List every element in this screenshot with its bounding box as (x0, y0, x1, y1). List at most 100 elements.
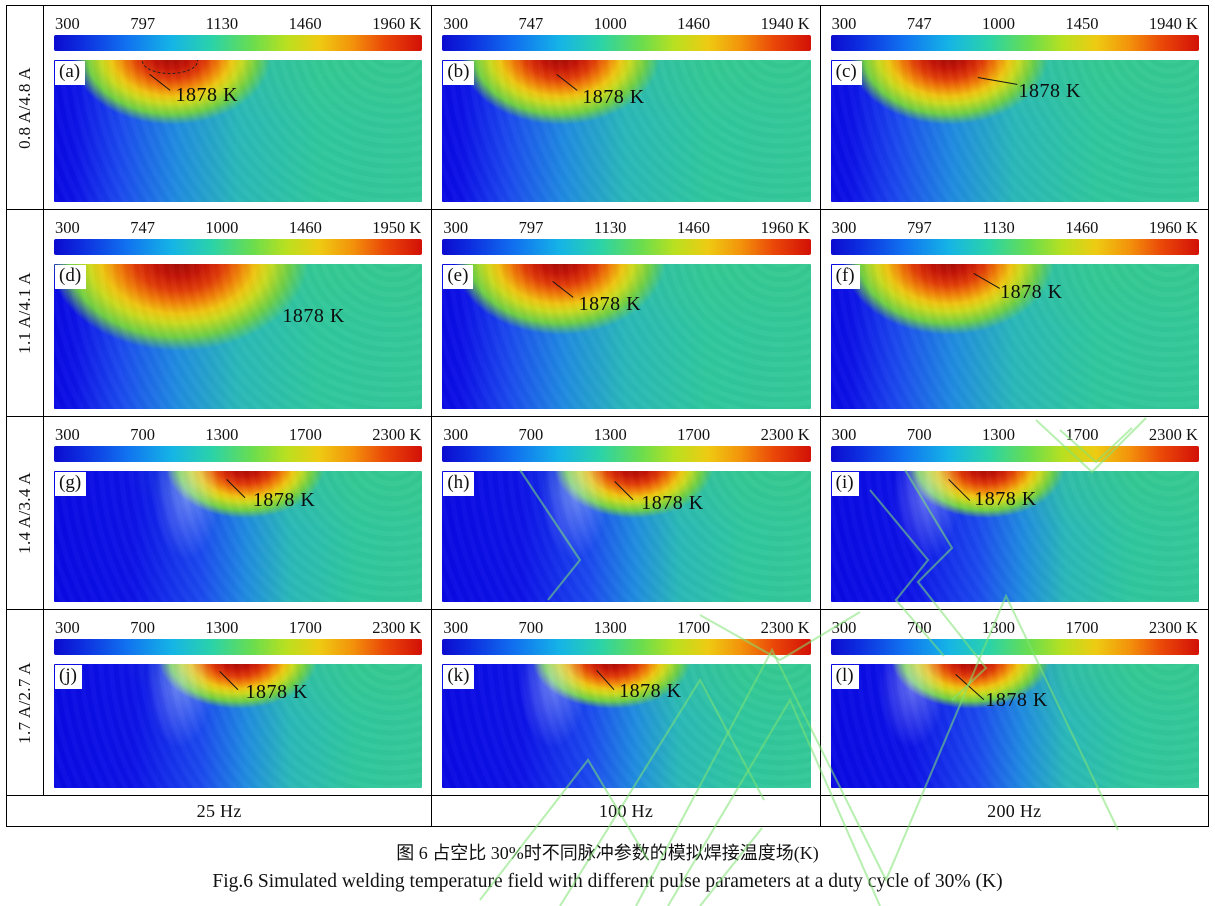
panel-g: 300 700 1300 1700 2300 K (g) 1878 K (43, 416, 432, 609)
panel-label: (j) (55, 665, 82, 689)
annotation-leader (596, 670, 615, 691)
colorbar-ticks: 300 700 1300 1700 2300 K (54, 422, 422, 443)
tick: 2300 K (372, 617, 422, 637)
temperature-annotation: 1878 K (582, 85, 645, 108)
panel-i: 300 700 1300 1700 2300 K (i) 1878 K (819, 416, 1208, 609)
tick: 700 (906, 617, 932, 637)
colorbar-ticks: 300 747 1000 1450 1940 K (831, 11, 1199, 32)
colorbar-ticks: 300 700 1300 1700 2300 K (831, 422, 1199, 443)
temperature-annotation: 1878 K (1000, 281, 1063, 304)
col-label-text: 100 Hz (598, 800, 654, 821)
tick: 300 (55, 217, 80, 237)
panel-a: 300 797 1130 1460 1960 K (a) 1878 K (43, 6, 431, 209)
panel-label: (h) (443, 472, 475, 496)
col-label-200hz: 200 Hz (819, 795, 1208, 826)
colorbar-ticks: 300 700 1300 1700 2300 K (442, 422, 810, 443)
tick: 1130 (594, 217, 627, 237)
tick: 797 (907, 217, 932, 237)
tick: 1700 (677, 617, 711, 637)
tick: 1300 (593, 424, 627, 444)
tick: 1700 (288, 424, 322, 444)
tick: 1700 (1065, 424, 1099, 444)
caption-chinese: 图 6 占空比 30%时不同脉冲参数的模拟焊接温度场(K) (396, 843, 819, 863)
colorbar-ticks: 300 700 1300 1700 2300 K (442, 615, 810, 636)
tick: 300 (443, 217, 469, 237)
panel-label: (k) (443, 665, 475, 689)
annotation-leader (973, 272, 1001, 289)
colorbar (830, 35, 1199, 51)
heatmap: (c) 1878 K (830, 60, 1199, 202)
panel-k: 300 700 1300 1700 2300 K (k) 1878 K (431, 609, 820, 795)
colorbar (830, 446, 1199, 462)
temperature-annotation: 1878 K (175, 84, 238, 107)
tick: 1300 (205, 617, 239, 637)
colorbar (54, 239, 423, 255)
tick: 1700 (288, 617, 322, 637)
tick: 747 (518, 13, 544, 33)
row-label-text: 1.1 A/4.1 A (15, 272, 35, 354)
heatmap: (a) 1878 K (54, 60, 423, 202)
heatmap: (d) 1878 K (54, 264, 423, 409)
panel-h: 300 700 1300 1700 2300 K (h) 1878 K (431, 416, 820, 609)
annotation-leader (977, 77, 1018, 85)
tick: 1960 K (760, 217, 810, 237)
panel-label: (c) (831, 61, 862, 85)
colorbar-ticks: 300 797 1130 1460 1960 K (831, 215, 1199, 236)
tick: 1960 K (1148, 217, 1198, 237)
tick: 1000 (205, 217, 239, 237)
panel-l: 300 700 1300 1700 2300 K (l) 1878 K (819, 609, 1208, 795)
figure-captions: 图 6 占空比 30%时不同脉冲参数的模拟焊接温度场(K) Fig.6 Simu… (0, 840, 1215, 897)
row-label-1.1A-4.1A: 1.1 A/4.1 A (7, 209, 43, 416)
col-label-text: 25 Hz (196, 800, 242, 821)
colorbar-ticks: 300 747 1000 1460 1940 K (442, 11, 810, 32)
tick: 1460 (288, 217, 322, 237)
temperature-annotation: 1878 K (974, 488, 1037, 511)
tick: 1960 K (372, 13, 422, 33)
tick: 2300 K (1148, 424, 1198, 444)
tick: 2300 K (760, 617, 810, 637)
tick: 1000 (982, 13, 1016, 33)
colorbar-ticks: 300 747 1000 1460 1950 K (54, 215, 422, 236)
panel-label: (b) (443, 61, 475, 85)
tick: 300 (55, 424, 80, 444)
colorbar-ticks: 300 797 1130 1460 1960 K (442, 215, 810, 236)
tick: 1300 (982, 424, 1016, 444)
colorbar (442, 35, 811, 51)
colorbar (54, 446, 423, 462)
temperature-annotation: 1878 K (641, 491, 704, 514)
tick: 300 (443, 13, 469, 33)
tick: 1940 K (1148, 13, 1198, 33)
col-label-text: 200 Hz (987, 800, 1042, 821)
tick: 700 (130, 424, 155, 444)
tick: 300 (831, 217, 857, 237)
colorbar (54, 639, 423, 655)
tick: 1700 (1065, 617, 1099, 637)
temperature-annotation: 1878 K (245, 681, 308, 704)
heatmap: (l) 1878 K (830, 664, 1199, 788)
colorbar (830, 639, 1199, 655)
tick: 1950 K (372, 217, 422, 237)
col-label-100hz: 100 Hz (431, 795, 820, 826)
tick: 2300 K (1148, 617, 1198, 637)
colorbar (442, 639, 811, 655)
row-label-text: 1.7 A/2.7 A (15, 661, 35, 744)
dashed-contour (142, 60, 199, 74)
figure-grid: 0.8 A/4.8 A 300 797 1130 1460 1960 K (a) 187… (6, 5, 1209, 827)
heatmap: (j) 1878 K (54, 664, 423, 788)
row-label-1.7A-2.7A: 1.7 A/2.7 A (7, 609, 43, 795)
tick: 747 (130, 217, 155, 237)
tick: 1460 (1065, 217, 1099, 237)
panel-label: (g) (55, 472, 87, 496)
panel-label: (a) (55, 61, 86, 85)
row-label-text: 1.4 A/3.4 A (15, 472, 35, 554)
tick: 1460 (288, 13, 322, 33)
heatmap: (i) 1878 K (830, 471, 1199, 602)
tick: 1000 (593, 13, 627, 33)
colorbar-ticks: 300 700 1300 1700 2300 K (54, 615, 422, 636)
temperature-annotation: 1878 K (282, 304, 345, 327)
tick: 300 (831, 424, 857, 444)
tick: 797 (130, 13, 156, 33)
tick: 300 (443, 424, 469, 444)
tick: 700 (518, 617, 544, 637)
panel-c: 300 747 1000 1450 1940 K (c) 1878 K (819, 6, 1208, 209)
